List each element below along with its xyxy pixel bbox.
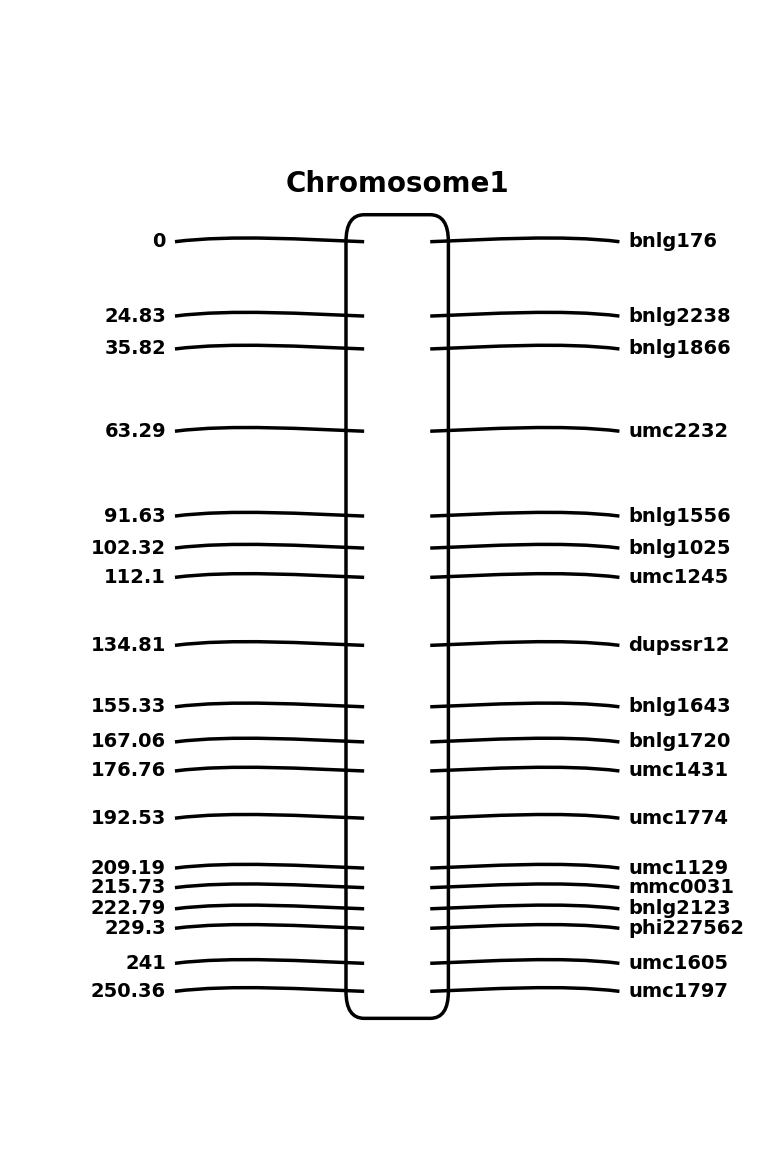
Text: 0: 0 (153, 232, 166, 252)
Text: phi227562: phi227562 (629, 919, 745, 938)
Text: umc2232: umc2232 (629, 422, 728, 440)
Text: bnlg1866: bnlg1866 (629, 340, 731, 358)
Text: umc1605: umc1605 (629, 954, 728, 972)
Text: 215.73: 215.73 (91, 879, 166, 897)
Text: mmc0031: mmc0031 (629, 879, 735, 897)
Text: 24.83: 24.83 (104, 307, 166, 326)
Text: umc1797: umc1797 (629, 982, 728, 1001)
Text: 35.82: 35.82 (104, 340, 166, 358)
Text: umc1129: umc1129 (629, 859, 728, 877)
Text: bnlg1556: bnlg1556 (629, 506, 731, 525)
Text: 229.3: 229.3 (105, 919, 166, 938)
Text: bnlg1720: bnlg1720 (629, 732, 731, 751)
Text: 102.32: 102.32 (91, 539, 166, 557)
Text: 192.53: 192.53 (91, 809, 166, 828)
Text: 209.19: 209.19 (91, 859, 166, 877)
Text: dupssr12: dupssr12 (629, 636, 730, 655)
FancyBboxPatch shape (346, 214, 449, 1019)
Text: 241: 241 (125, 954, 166, 972)
Text: 250.36: 250.36 (91, 982, 166, 1001)
Text: 134.81: 134.81 (91, 636, 166, 655)
Text: bnlg2238: bnlg2238 (629, 307, 731, 326)
Text: 176.76: 176.76 (91, 761, 166, 780)
Text: bnlg2123: bnlg2123 (629, 899, 731, 918)
Text: umc1245: umc1245 (629, 568, 728, 586)
Text: 222.79: 222.79 (91, 899, 166, 918)
Text: 167.06: 167.06 (91, 732, 166, 751)
Text: bnlg1643: bnlg1643 (629, 698, 731, 716)
Text: 63.29: 63.29 (105, 422, 166, 440)
Text: bnlg1025: bnlg1025 (629, 539, 731, 557)
Text: 155.33: 155.33 (91, 698, 166, 716)
Text: umc1774: umc1774 (629, 809, 728, 828)
Text: 91.63: 91.63 (105, 506, 166, 525)
Text: umc1431: umc1431 (629, 761, 728, 780)
Text: 112.1: 112.1 (104, 568, 166, 586)
Text: bnlg176: bnlg176 (629, 232, 718, 252)
Text: Chromosome1: Chromosome1 (285, 170, 509, 198)
